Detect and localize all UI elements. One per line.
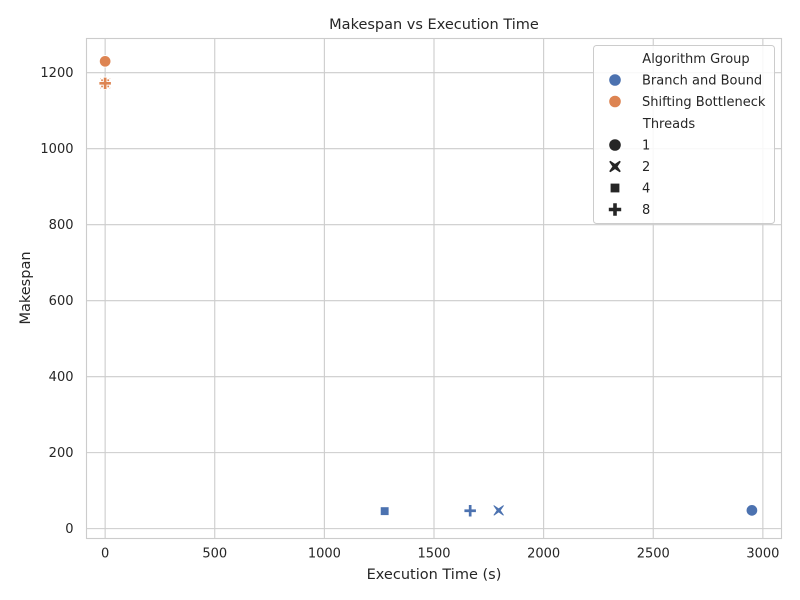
legend-label-shifting-bottleneck: Shifting Bottleneck [642,95,766,110]
y-tick-labels: 0 200 400 600 800 1000 1200 [40,66,73,537]
legend-label-threads-8: 8 [642,203,650,218]
legend-hue-title: Algorithm Group [642,52,749,67]
legend-label-branch-and-bound: Branch and Bound [642,74,762,89]
data-points [98,55,759,518]
data-point-branch-and-bound-threads-2 [492,504,506,517]
legend-label-threads-4: 4 [642,182,650,197]
y-tick-label: 200 [49,446,74,461]
x-tick-label: 1500 [417,547,450,562]
y-tick-label: 0 [65,522,73,537]
legend-marker-threads-4 [610,183,620,193]
legend-marker-threads-8 [608,203,622,216]
y-tick-label: 1200 [40,66,73,81]
data-point-branch-and-bound-threads-1 [745,504,759,517]
y-tick-label: 600 [49,294,74,309]
x-axis-label: Execution Time (s) [367,567,502,583]
data-point-shifting-bottleneck-threads-1 [98,55,112,68]
data-point-branch-and-bound-threads-8 [463,504,477,518]
x-tick-label: 3000 [746,547,779,562]
legend-label-threads-1: 1 [642,139,650,154]
legend-marker-branch-and-bound [609,74,621,86]
y-axis-label: Makespan [18,251,34,324]
legend-style-title: Threads [642,117,695,132]
y-tick-label: 800 [49,218,74,233]
x-tick-labels: 0 500 1000 1500 2000 2500 3000 [101,547,779,562]
y-tick-label: 1000 [40,142,73,157]
legend-marker-threads-1 [609,139,621,151]
legend-marker-threads-2 [609,160,621,173]
legend: Algorithm Group Branch and Bound Shifting… [593,45,775,224]
y-tick-label: 400 [49,370,74,385]
x-tick-label: 0 [101,547,109,562]
x-gridlines [104,38,764,539]
data-point-shifting-bottleneck-threads-8 [98,76,112,90]
legend-marker-shifting-bottleneck [609,95,621,108]
legend-style-entries: 1 2 4 8 [608,139,650,218]
data-point-branch-and-bound-threads-4 [379,506,390,516]
x-tick-label: 1000 [308,547,341,562]
legend-label-threads-2: 2 [642,160,650,175]
legend-hue-entries: Branch and Bound Shifting Bottleneck [609,74,766,110]
x-tick-label: 2000 [527,547,560,562]
legend-frame [593,45,775,224]
chart-title: Makespan vs Execution Time [329,17,539,33]
x-tick-label: 2500 [637,547,670,562]
x-tick-label: 500 [202,547,227,562]
